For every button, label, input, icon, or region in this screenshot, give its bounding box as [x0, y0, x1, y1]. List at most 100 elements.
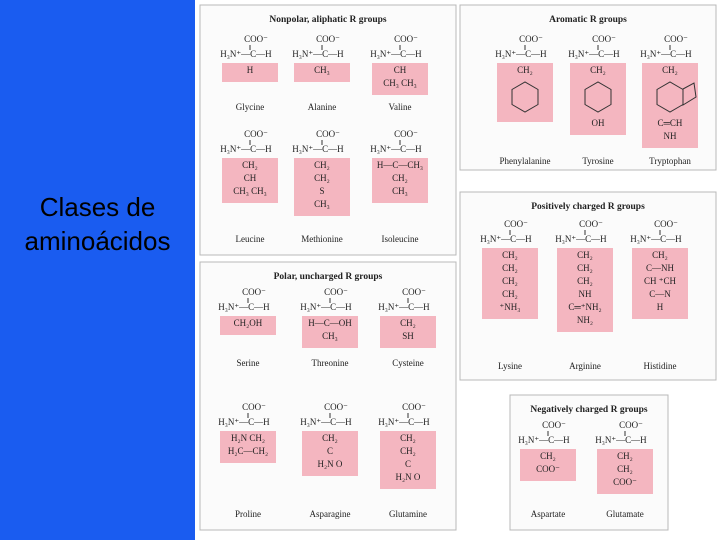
- side-chain-box: [570, 63, 626, 135]
- amino-acid-name: Tyrosine: [582, 156, 613, 166]
- side-chain: CH₃: [314, 65, 330, 75]
- side-chain-box: [302, 316, 358, 348]
- side-chain: H₂C—CH₂: [228, 446, 268, 456]
- amino-acid-name: Isoleucine: [382, 234, 419, 244]
- side-chain-box: [222, 158, 278, 203]
- side-chain: H—C—CH₃: [377, 160, 423, 170]
- side-chain: CH₃ CH₃: [233, 186, 267, 196]
- side-chain: CH₂: [652, 250, 668, 260]
- side-chain: C: [327, 446, 333, 456]
- amino-acid-name: Glutamate: [606, 509, 644, 519]
- side-chain: CH₂: [322, 433, 338, 443]
- amino-acid-name: Methionine: [301, 234, 343, 244]
- side-chain: CH₃: [322, 331, 338, 341]
- side-chain: CH₂: [400, 318, 416, 328]
- carboxyl: COO⁻: [579, 219, 603, 229]
- side-chain-box: [294, 158, 350, 216]
- carboxyl: COO⁻: [394, 129, 418, 139]
- side-chain: H₂N O: [396, 472, 421, 482]
- side-chain: CH: [394, 65, 407, 75]
- group-title: Nonpolar, aliphatic R groups: [269, 15, 386, 25]
- side-chain: CH₂: [540, 451, 556, 461]
- side-chain-box: [482, 248, 538, 319]
- amino-acid-name: Valine: [389, 102, 412, 112]
- side-chain: CH₂: [617, 464, 633, 474]
- side-chain: CH₂: [577, 250, 593, 260]
- side-chain-box: [380, 316, 436, 348]
- side-chain: H₂N O: [318, 459, 343, 469]
- side-chain: CH₂: [502, 263, 518, 273]
- amino-acid-name: Tryptophan: [649, 156, 691, 166]
- side-chain: CH₂: [662, 65, 678, 75]
- side-chain: CH₂: [400, 433, 416, 443]
- side-chain: C—N: [649, 289, 671, 299]
- carboxyl: COO⁻: [316, 34, 340, 44]
- amino-acid-name: Leucine: [236, 234, 265, 244]
- amine: H₃N⁺—C—H: [218, 302, 270, 312]
- side-panel: Clases de aminoácidos: [0, 0, 195, 540]
- side-chain: CH₃: [392, 186, 408, 196]
- amine: H₃N⁺—C—H: [630, 234, 682, 244]
- side-chain: CH₂: [242, 160, 258, 170]
- side-chain: CH: [244, 173, 257, 183]
- amine: H₃N⁺—C—H: [568, 49, 620, 59]
- side-chain: ⁺NH₃: [500, 302, 521, 312]
- side-chain: CH ⁺CH: [644, 276, 677, 286]
- amino-acid-name: Glycine: [236, 102, 265, 112]
- side-chain: CH₂: [577, 276, 593, 286]
- side-chain: NH: [664, 131, 677, 141]
- carboxyl: COO⁻: [619, 420, 643, 430]
- side-chain: SH: [402, 331, 414, 341]
- side-chain: CH₂: [617, 451, 633, 461]
- amino-acid-name: Aspartate: [531, 509, 565, 519]
- amine: H₃N⁺—C—H: [378, 302, 430, 312]
- carboxyl: COO⁻: [519, 34, 543, 44]
- side-chain: H₂N CH₂: [231, 433, 265, 443]
- amino-acid-name: Histidine: [644, 361, 677, 371]
- side-chain-box: [372, 63, 428, 95]
- side-chain: H: [247, 65, 254, 75]
- side-chain: H—C—OH: [308, 318, 352, 328]
- side-chain: C—NH: [646, 263, 675, 273]
- side-chain: COO⁻: [536, 464, 560, 474]
- amine: H₃N⁺—C—H: [595, 435, 647, 445]
- carboxyl: COO⁻: [244, 129, 268, 139]
- amine: H₃N⁺—C—H: [220, 49, 272, 59]
- amine: H₃N⁺—C—H: [370, 144, 422, 154]
- carboxyl: COO⁻: [504, 219, 528, 229]
- amino-acid-name: Proline: [235, 509, 261, 519]
- amine: H₃N⁺—C—H: [518, 435, 570, 445]
- amino-acid-name: Threonine: [312, 358, 349, 368]
- side-chain: CH₂: [502, 276, 518, 286]
- side-chain: CH₂: [502, 250, 518, 260]
- side-chain: CH₃ CH₃: [383, 78, 417, 88]
- side-chain: C═CH: [658, 118, 683, 128]
- ring: [682, 82, 697, 106]
- slide-title: Clases de aminoácidos: [24, 192, 171, 256]
- group-title: Polar, uncharged R groups: [274, 272, 383, 282]
- carboxyl: COO⁻: [402, 402, 426, 412]
- side-chain: CH₂OH: [234, 318, 263, 328]
- carboxyl: COO⁻: [654, 219, 678, 229]
- side-chain-box: [520, 449, 576, 481]
- side-chain: S: [319, 186, 324, 196]
- carboxyl: COO⁻: [324, 402, 348, 412]
- side-chain: NH: [579, 289, 592, 299]
- amine: H₃N⁺—C—H: [292, 49, 344, 59]
- side-chain: C═⁺NH₂: [568, 302, 601, 312]
- amine: H₃N⁺—C—H: [370, 49, 422, 59]
- side-chain: COO⁻: [613, 477, 637, 487]
- side-chain: CH₂: [577, 263, 593, 273]
- side-chain: CH₂: [392, 173, 408, 183]
- side-chain: CH₂: [400, 446, 416, 456]
- side-chain-box: [302, 431, 358, 476]
- carboxyl: COO⁻: [542, 420, 566, 430]
- carboxyl: COO⁻: [244, 34, 268, 44]
- side-chain-box: [220, 431, 276, 463]
- side-chain: CH₂: [314, 173, 330, 183]
- amine: H₃N⁺—C—H: [300, 302, 352, 312]
- amino-acid-name: Asparagine: [310, 509, 351, 519]
- side-chain: CH₂: [517, 65, 533, 75]
